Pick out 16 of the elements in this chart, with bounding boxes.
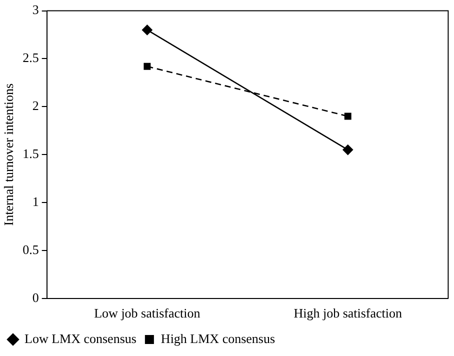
point	[344, 112, 352, 120]
y-tick-label: 0	[32, 290, 39, 305]
y-tick-label: 2	[32, 98, 39, 114]
point	[142, 24, 152, 36]
y-axis-title: Internal turnover intentions	[1, 83, 16, 226]
y-tick-label: 0.5	[22, 242, 39, 257]
legend-label: High LMX consensus	[160, 330, 276, 346]
y-tick-label: 1	[32, 194, 39, 209]
point	[342, 144, 354, 155]
legend-label: Low LMX consensus	[24, 330, 136, 346]
y-tick-label: 1.5	[22, 146, 39, 162]
y-tick-label: 3	[32, 2, 39, 18]
x-tick-label: High job satisfaction	[294, 306, 403, 321]
point	[144, 62, 151, 70]
x-tick-label: Low job satisfaction	[94, 306, 201, 321]
y-tick-label: 2.5	[22, 50, 39, 66]
